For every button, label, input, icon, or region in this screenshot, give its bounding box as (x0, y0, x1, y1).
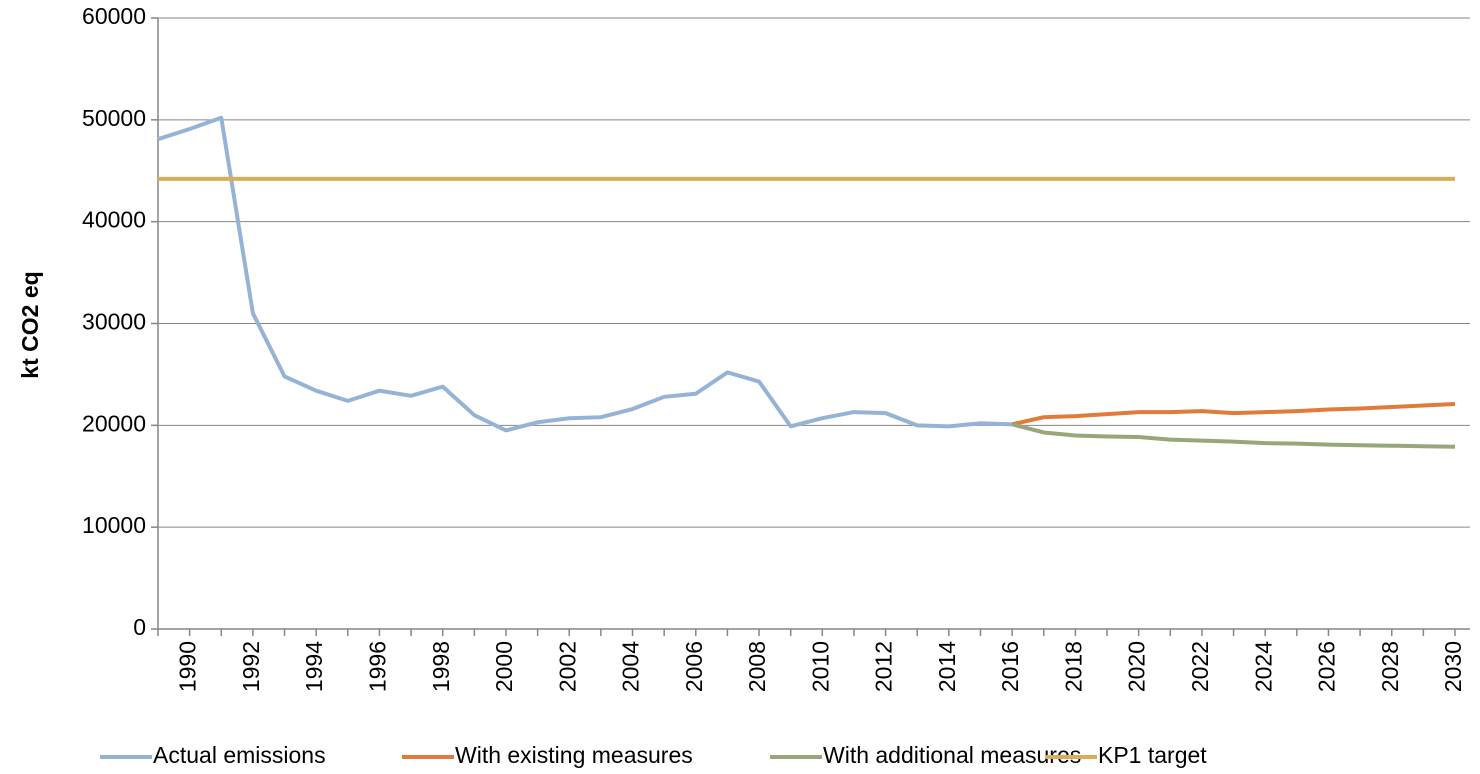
legend-label: KP1 target (1098, 742, 1207, 768)
x-tick-label: 2018 (1060, 641, 1086, 692)
legend-label: With additional measures (823, 742, 1081, 768)
x-tick-label: 2016 (997, 641, 1023, 692)
legend-label: With existing measures (455, 742, 693, 768)
x-tick-label: 2014 (934, 641, 960, 692)
x-tick-label: 2012 (871, 641, 897, 692)
x-tick-label: 1990 (175, 641, 201, 692)
x-tick-label: 2028 (1377, 641, 1403, 692)
y-tick-label: 10000 (82, 512, 146, 538)
series-line (157, 115, 1013, 433)
x-tick-label: 2000 (491, 641, 517, 692)
x-tick-label: 1994 (301, 641, 327, 692)
x-tick-label: 2004 (618, 641, 644, 692)
x-tick-label: 1996 (365, 641, 391, 692)
x-tick-label: 2002 (554, 641, 580, 692)
y-tick-label: 50000 (82, 105, 146, 131)
y-tick-label: 40000 (82, 207, 146, 233)
x-tick-label: 2030 (1440, 641, 1466, 692)
series-line (1011, 401, 1456, 427)
x-tick-label: 2010 (807, 641, 833, 692)
y-tick-label: 20000 (82, 410, 146, 436)
y-tick-label: 60000 (82, 3, 146, 29)
x-tick-label: 1992 (238, 641, 264, 692)
x-tick-label: 1998 (428, 641, 454, 692)
x-tick-label: 2022 (1187, 641, 1213, 692)
y-axis-label: kt CO2 eq (17, 271, 43, 378)
legend-label: Actual emissions (153, 742, 326, 768)
x-tick-label: 2008 (744, 641, 770, 692)
x-tick-label: 2006 (681, 641, 707, 692)
x-tick-label: 2020 (1124, 641, 1150, 692)
x-tick-label: 2024 (1250, 641, 1276, 692)
series-line (1011, 422, 1456, 449)
x-tick-label: 2026 (1314, 641, 1340, 692)
y-tick-label: 30000 (82, 309, 146, 335)
y-tick-label: 0 (133, 614, 146, 640)
